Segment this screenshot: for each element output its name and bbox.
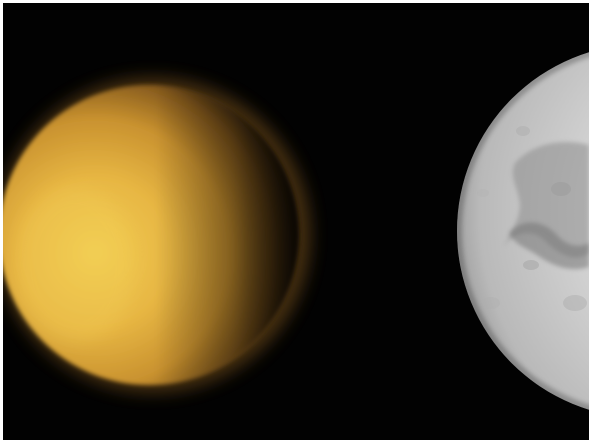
image-frame [3, 3, 589, 440]
hazy-moon [3, 77, 311, 393]
cratered-moon [457, 44, 589, 418]
space-scene [3, 44, 589, 418]
